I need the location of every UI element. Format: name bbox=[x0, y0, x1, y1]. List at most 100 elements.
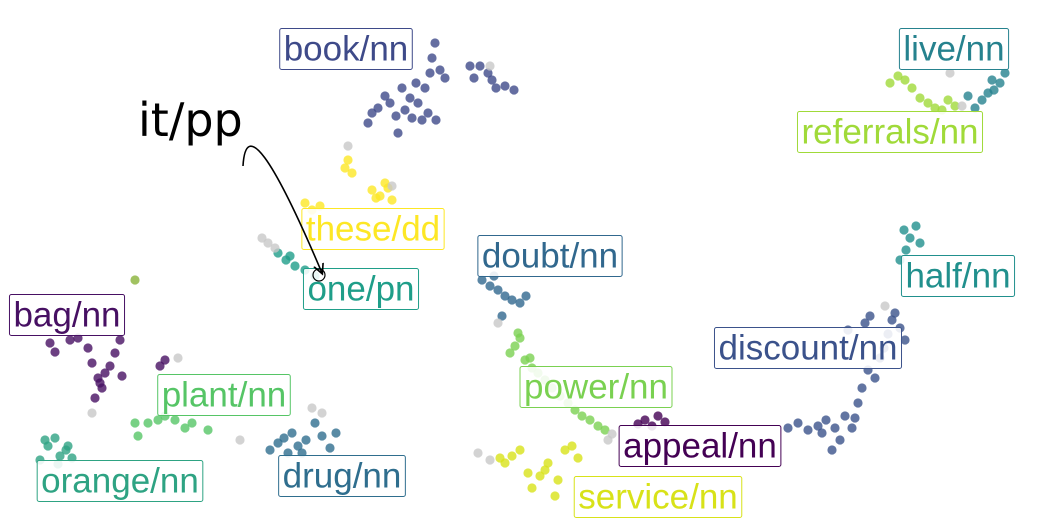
data-point bbox=[890, 308, 899, 317]
data-point bbox=[257, 233, 266, 242]
data-point bbox=[287, 428, 296, 437]
cluster-label: orange/nn bbox=[37, 461, 203, 502]
data-point bbox=[50, 433, 59, 442]
data-point bbox=[830, 423, 839, 432]
data-point bbox=[870, 373, 879, 382]
data-point bbox=[485, 455, 494, 464]
data-point bbox=[110, 348, 119, 357]
data-point bbox=[87, 358, 96, 367]
data-point bbox=[405, 93, 414, 102]
series-7 bbox=[495, 441, 582, 500]
data-point bbox=[585, 415, 594, 424]
data-point bbox=[510, 341, 519, 350]
data-point bbox=[173, 353, 182, 362]
data-point bbox=[783, 423, 792, 432]
data-point bbox=[485, 281, 494, 290]
data-point bbox=[50, 347, 59, 356]
data-point bbox=[847, 423, 856, 432]
data-point bbox=[473, 448, 482, 457]
cluster-label-text: referrals/nn bbox=[801, 113, 978, 152]
cluster-label-text: bag/nn bbox=[13, 296, 120, 335]
data-point bbox=[493, 285, 502, 294]
data-point bbox=[803, 425, 812, 434]
cluster-label: half/nn bbox=[901, 256, 1014, 297]
data-point bbox=[40, 435, 49, 444]
data-point bbox=[527, 483, 536, 492]
data-point bbox=[943, 95, 952, 104]
data-point bbox=[821, 415, 830, 424]
data-point bbox=[130, 275, 139, 284]
series-16 bbox=[130, 275, 139, 284]
data-point bbox=[523, 468, 532, 477]
cluster-label: doubt/nn bbox=[478, 236, 622, 277]
data-point bbox=[915, 238, 924, 247]
cluster-label: referrals/nn bbox=[797, 112, 982, 153]
data-point bbox=[307, 403, 316, 412]
data-point bbox=[347, 168, 356, 177]
data-point bbox=[363, 118, 372, 127]
cluster-label: bag/nn bbox=[9, 295, 124, 336]
data-point bbox=[553, 475, 562, 484]
data-point bbox=[170, 415, 179, 424]
data-point bbox=[343, 141, 352, 150]
data-point bbox=[500, 81, 509, 90]
data-point bbox=[515, 445, 524, 454]
data-point bbox=[905, 233, 914, 242]
data-point bbox=[491, 83, 500, 92]
cluster-label-text: live/nn bbox=[903, 30, 1004, 69]
data-point bbox=[515, 298, 524, 307]
data-point bbox=[607, 429, 616, 438]
data-point bbox=[995, 78, 1004, 87]
data-point bbox=[977, 95, 986, 104]
data-point bbox=[469, 73, 478, 82]
cluster-label: appeal/nn bbox=[619, 426, 781, 467]
cluster-label: drug/nn bbox=[279, 456, 406, 497]
data-point bbox=[465, 61, 474, 70]
cluster-label-text: drug/nn bbox=[283, 457, 402, 496]
cluster-label: service/nn bbox=[574, 477, 742, 518]
data-point bbox=[417, 115, 426, 124]
data-point bbox=[133, 431, 142, 440]
data-point bbox=[143, 418, 152, 427]
data-point bbox=[653, 411, 662, 420]
data-point bbox=[317, 431, 326, 440]
cluster-label: plant/nn bbox=[158, 375, 291, 416]
data-point bbox=[853, 398, 862, 407]
data-point bbox=[573, 453, 582, 462]
data-point bbox=[387, 195, 396, 204]
data-point bbox=[391, 111, 400, 120]
data-point bbox=[840, 411, 849, 420]
data-point bbox=[577, 411, 586, 420]
data-point bbox=[485, 61, 494, 70]
data-point bbox=[117, 371, 126, 380]
data-point bbox=[915, 93, 924, 102]
data-point bbox=[423, 108, 432, 117]
data-point bbox=[521, 291, 530, 300]
data-point bbox=[567, 441, 576, 450]
data-point bbox=[325, 443, 334, 452]
data-point bbox=[885, 78, 894, 87]
data-point bbox=[507, 295, 516, 304]
data-point bbox=[440, 73, 449, 82]
data-point bbox=[850, 413, 859, 422]
data-point bbox=[115, 335, 124, 344]
cluster-label: live/nn bbox=[899, 29, 1008, 70]
data-point bbox=[407, 113, 416, 122]
data-point bbox=[793, 418, 802, 427]
data-point bbox=[90, 393, 99, 402]
data-point bbox=[371, 193, 380, 202]
data-point bbox=[475, 61, 484, 70]
data-point bbox=[509, 85, 518, 94]
data-point bbox=[105, 361, 114, 370]
cluster-label-text: half/nn bbox=[905, 257, 1010, 296]
cluster-label-text: plant/nn bbox=[162, 376, 287, 415]
cluster-label-text: orange/nn bbox=[41, 462, 199, 501]
data-point bbox=[290, 261, 299, 270]
data-point bbox=[63, 441, 72, 450]
data-point bbox=[285, 251, 294, 260]
data-point bbox=[957, 101, 966, 110]
data-point bbox=[270, 243, 279, 252]
data-point bbox=[203, 425, 212, 434]
data-point bbox=[393, 128, 402, 137]
